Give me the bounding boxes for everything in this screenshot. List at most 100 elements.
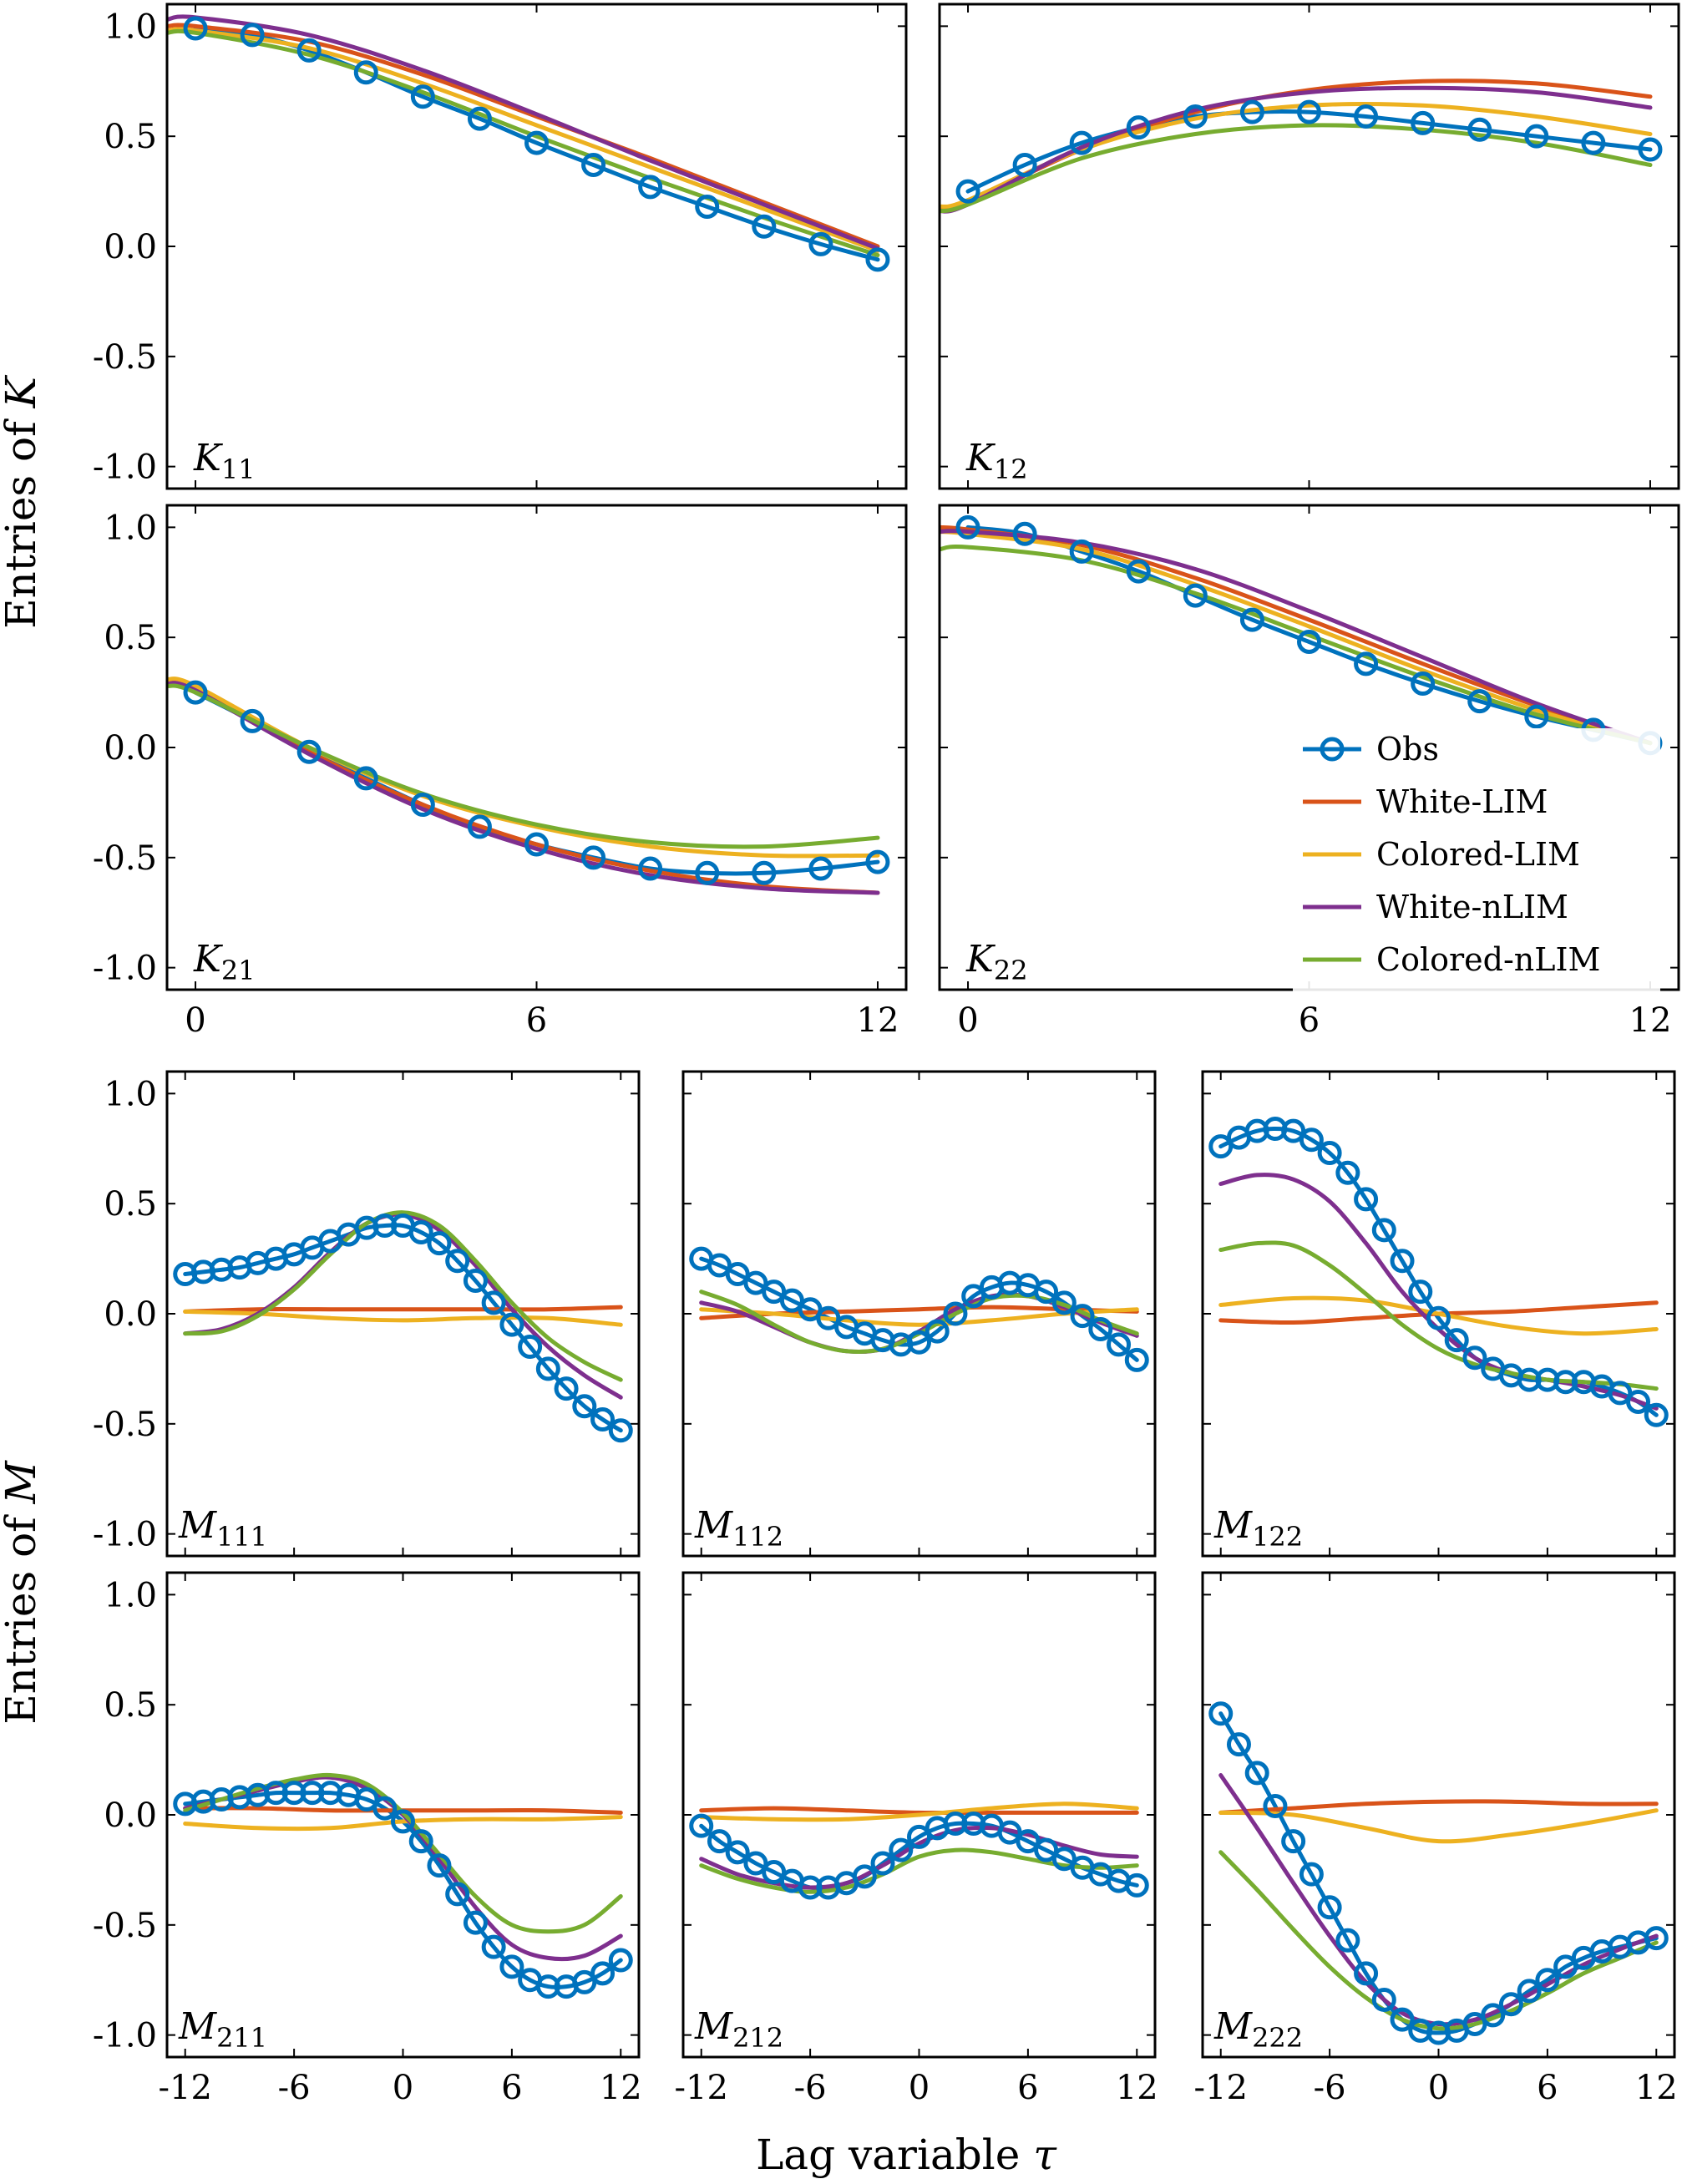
obs-point-m112-22 xyxy=(1088,1316,1113,1341)
series-group-k21 xyxy=(167,676,880,895)
obs-point-k21-8 xyxy=(638,856,663,881)
panel-label-sub-k21: 21 xyxy=(221,955,256,986)
obs-point-k11-1 xyxy=(240,23,265,48)
panel-frame-m222 xyxy=(1201,1571,1676,2059)
obs-point-m212-9 xyxy=(852,1864,877,1889)
obs-point-k11-12 xyxy=(865,247,890,272)
xlabel-prefix: Lag variable xyxy=(756,2131,1033,2179)
x-tick-label-m222-0: -12 xyxy=(1194,2069,1248,2107)
x-tick-label-k22-1: 6 xyxy=(1299,1001,1320,1040)
panel-label-m222: M222 xyxy=(1213,2005,1303,2054)
panel-label-base-m122: M xyxy=(1213,1504,1253,1547)
obs-point-k22-3 xyxy=(1126,559,1151,584)
obs-point-m212-1 xyxy=(707,1829,732,1854)
panel-label-k22: K22 xyxy=(965,938,1028,986)
series-line-k21-white-lim xyxy=(167,676,880,895)
obs-point-k11-7 xyxy=(581,152,606,177)
panel-label-k12: K12 xyxy=(965,437,1028,485)
panel-frame-m111 xyxy=(165,1070,641,1558)
panel-label-sub-k12: 12 xyxy=(994,454,1028,485)
obs-point-m212-10 xyxy=(870,1851,895,1876)
series-line-m112-obs xyxy=(699,1256,1139,1362)
obs-point-k12-4 xyxy=(1183,104,1208,129)
series-line-k21-white-nlim xyxy=(167,681,880,895)
obs-point-k22-1 xyxy=(1012,521,1037,546)
panel-label-k21: K21 xyxy=(193,938,256,986)
series-line-k22-white-nlim xyxy=(940,529,1653,746)
legend-entry-colored-nlim: Colored-nLIM xyxy=(1303,941,1600,978)
panel-m222: -12 -6 0 6 12 M222 xyxy=(1194,1571,1678,2107)
obs-point-m222-4 xyxy=(1281,1829,1306,1854)
obs-point-m122-8 xyxy=(1354,1187,1379,1212)
y-tick-label-m111-2: 0.0 xyxy=(104,1295,157,1334)
series-line-k11-obs xyxy=(193,26,880,262)
obs-point-m211-18 xyxy=(499,1954,524,1979)
y-tick-label-m211-1: 0.5 xyxy=(104,1686,157,1725)
obs-point-k22-8 xyxy=(1411,671,1436,697)
panel-frame-k21 xyxy=(165,504,908,991)
obs-point-k11-8 xyxy=(638,175,663,200)
obs-point-k12-5 xyxy=(1239,99,1264,124)
obs-point-m122-6 xyxy=(1317,1141,1342,1166)
legend-label-obs: Obs xyxy=(1376,731,1439,768)
series-line-k12-obs xyxy=(965,109,1653,194)
obs-point-m211-14 xyxy=(427,1853,452,1878)
panel-k11: 1.0 0.5 0.0 -0.5 -1.0 K11 xyxy=(93,3,908,490)
obs-point-m222-0 xyxy=(1208,1701,1234,1726)
obs-point-m222-5 xyxy=(1299,1862,1324,1887)
y-tick-label-k11-1: 0.5 xyxy=(104,118,157,156)
obs-point-k21-10 xyxy=(752,860,777,885)
xlabel-symbol: τ xyxy=(1033,2131,1057,2179)
obs-point-m212-24 xyxy=(1124,1872,1149,1898)
x-tick-label-m212-4: 12 xyxy=(1116,2069,1158,2107)
obs-point-m122-11 xyxy=(1408,1279,1433,1305)
obs-point-m111-15 xyxy=(445,1249,470,1274)
y-tick-label-m111-4: -1.0 xyxy=(93,1516,157,1554)
obs-point-m222-2 xyxy=(1244,1761,1269,1786)
obs-point-k21-1 xyxy=(240,708,265,733)
obs-point-k12-10 xyxy=(1524,124,1549,149)
obs-point-m112-14 xyxy=(943,1301,968,1326)
obs-point-m212-2 xyxy=(725,1840,750,1865)
obs-point-k22-10 xyxy=(1524,704,1549,729)
obs-point-m122-12 xyxy=(1426,1305,1451,1330)
obs-point-m222-8 xyxy=(1354,1961,1379,1986)
y-tick-label-m111-1: 0.5 xyxy=(104,1185,157,1224)
panel-label-base-k21: K xyxy=(193,938,223,981)
obs-point-k22-9 xyxy=(1467,689,1492,714)
obs-point-m222-17 xyxy=(1517,1979,1542,2004)
obs-point-m211-15 xyxy=(445,1882,470,1907)
obs-point-m212-0 xyxy=(689,1813,714,1838)
obs-point-m111-19 xyxy=(518,1335,543,1360)
panel-frame-m122 xyxy=(1201,1070,1676,1558)
y-tick-label-k21-0: 1.0 xyxy=(104,509,157,547)
y-tick-label-k11-2: 0.0 xyxy=(104,228,157,266)
legend-background xyxy=(1293,728,1660,996)
x-tick-label-m222-1: -6 xyxy=(1314,2069,1346,2107)
x-tick-label-m211-0: -12 xyxy=(159,2069,212,2107)
obs-point-k11-9 xyxy=(695,195,720,220)
panel-m112: M112 xyxy=(681,1070,1157,1558)
obs-point-m222-24 xyxy=(1644,1926,1669,1951)
obs-point-k12-9 xyxy=(1467,117,1492,142)
x-tick-label-m222-4: 12 xyxy=(1635,2069,1678,2107)
series-line-m222-colored-lim xyxy=(1218,1808,1659,1844)
series-line-m222-white-lim xyxy=(1218,1799,1659,1815)
y-tick-label-k21-1: 0.5 xyxy=(104,619,157,657)
series-line-m212-white-lim xyxy=(699,1806,1139,1816)
x-tick-label-m222-2: 0 xyxy=(1428,2069,1449,2107)
series-line-m212-colored-lim xyxy=(699,1801,1139,1822)
series-group-k11 xyxy=(167,14,880,262)
obs-point-k11-11 xyxy=(808,231,833,256)
panel-label-sub-m112: 112 xyxy=(732,1521,783,1553)
panel-frame-m212 xyxy=(681,1571,1157,2059)
panel-label-k11: K11 xyxy=(193,437,256,485)
obs-point-m122-5 xyxy=(1299,1127,1324,1153)
x-tick-label-k22-2: 12 xyxy=(1629,1001,1672,1040)
obs-point-m222-16 xyxy=(1498,1992,1523,2017)
panel-label-base-k22: K xyxy=(965,938,995,981)
series-line-k21-colored-nlim xyxy=(167,683,880,849)
legend-label-white-lim: White-LIM xyxy=(1376,783,1548,820)
panel-label-base-m111: M xyxy=(178,1504,217,1547)
panel-label-sub-k22: 22 xyxy=(994,955,1028,986)
